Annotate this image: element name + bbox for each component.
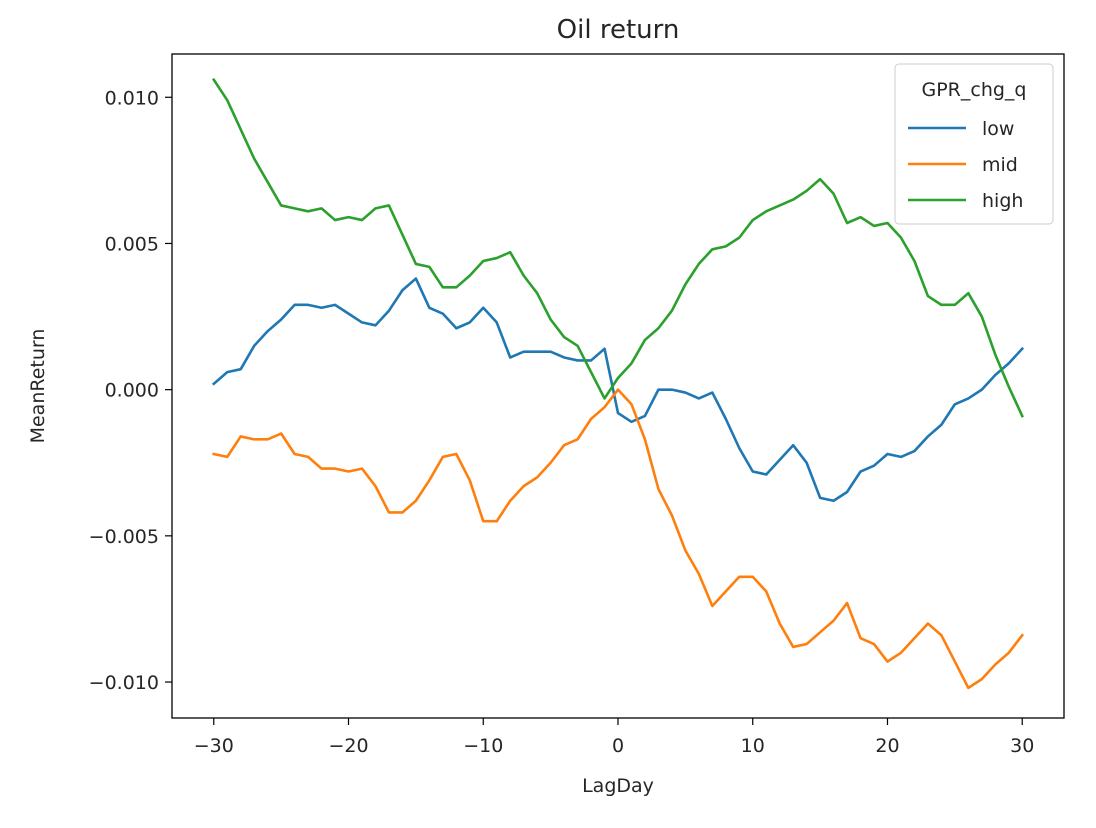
x-tick-label: 0 bbox=[612, 735, 624, 757]
chart-title: Oil return bbox=[557, 15, 680, 45]
legend-label-high: high bbox=[982, 190, 1023, 212]
series-line-mid bbox=[212, 388, 1025, 690]
x-tick-label: 20 bbox=[875, 735, 899, 757]
plot-lines bbox=[211, 77, 1025, 690]
x-tick-label: −10 bbox=[463, 735, 503, 757]
legend-box bbox=[894, 63, 1054, 225]
y-tick-label: 0.000 bbox=[105, 380, 159, 402]
legend: GPR_chg_q low mid high bbox=[894, 63, 1054, 225]
legend-title: GPR_chg_q bbox=[922, 79, 1027, 101]
x-tick-label: −20 bbox=[328, 735, 368, 757]
series-line-high bbox=[211, 77, 1024, 418]
legend-entries: low mid high bbox=[908, 118, 1023, 212]
x-tick-label: 30 bbox=[1010, 735, 1034, 757]
x-axis-label: LagDay bbox=[582, 775, 654, 797]
y-tick-label: −0.010 bbox=[89, 672, 159, 694]
y-axis-ticks: −0.010 −0.005 0.000 0.005 0.010 bbox=[89, 87, 172, 694]
y-tick-label: −0.005 bbox=[89, 526, 159, 548]
y-tick-label: 0.005 bbox=[105, 233, 159, 255]
y-axis-label: MeanReturn bbox=[27, 329, 49, 444]
x-axis-ticks: −30 −20 −10 0 10 20 30 bbox=[194, 718, 1034, 757]
x-tick-label: −30 bbox=[194, 735, 234, 757]
legend-label-mid: mid bbox=[982, 154, 1018, 176]
x-tick-label: 10 bbox=[741, 735, 765, 757]
y-tick-label: 0.010 bbox=[105, 87, 159, 109]
legend-label-low: low bbox=[982, 118, 1014, 140]
series-line-low bbox=[211, 277, 1025, 503]
